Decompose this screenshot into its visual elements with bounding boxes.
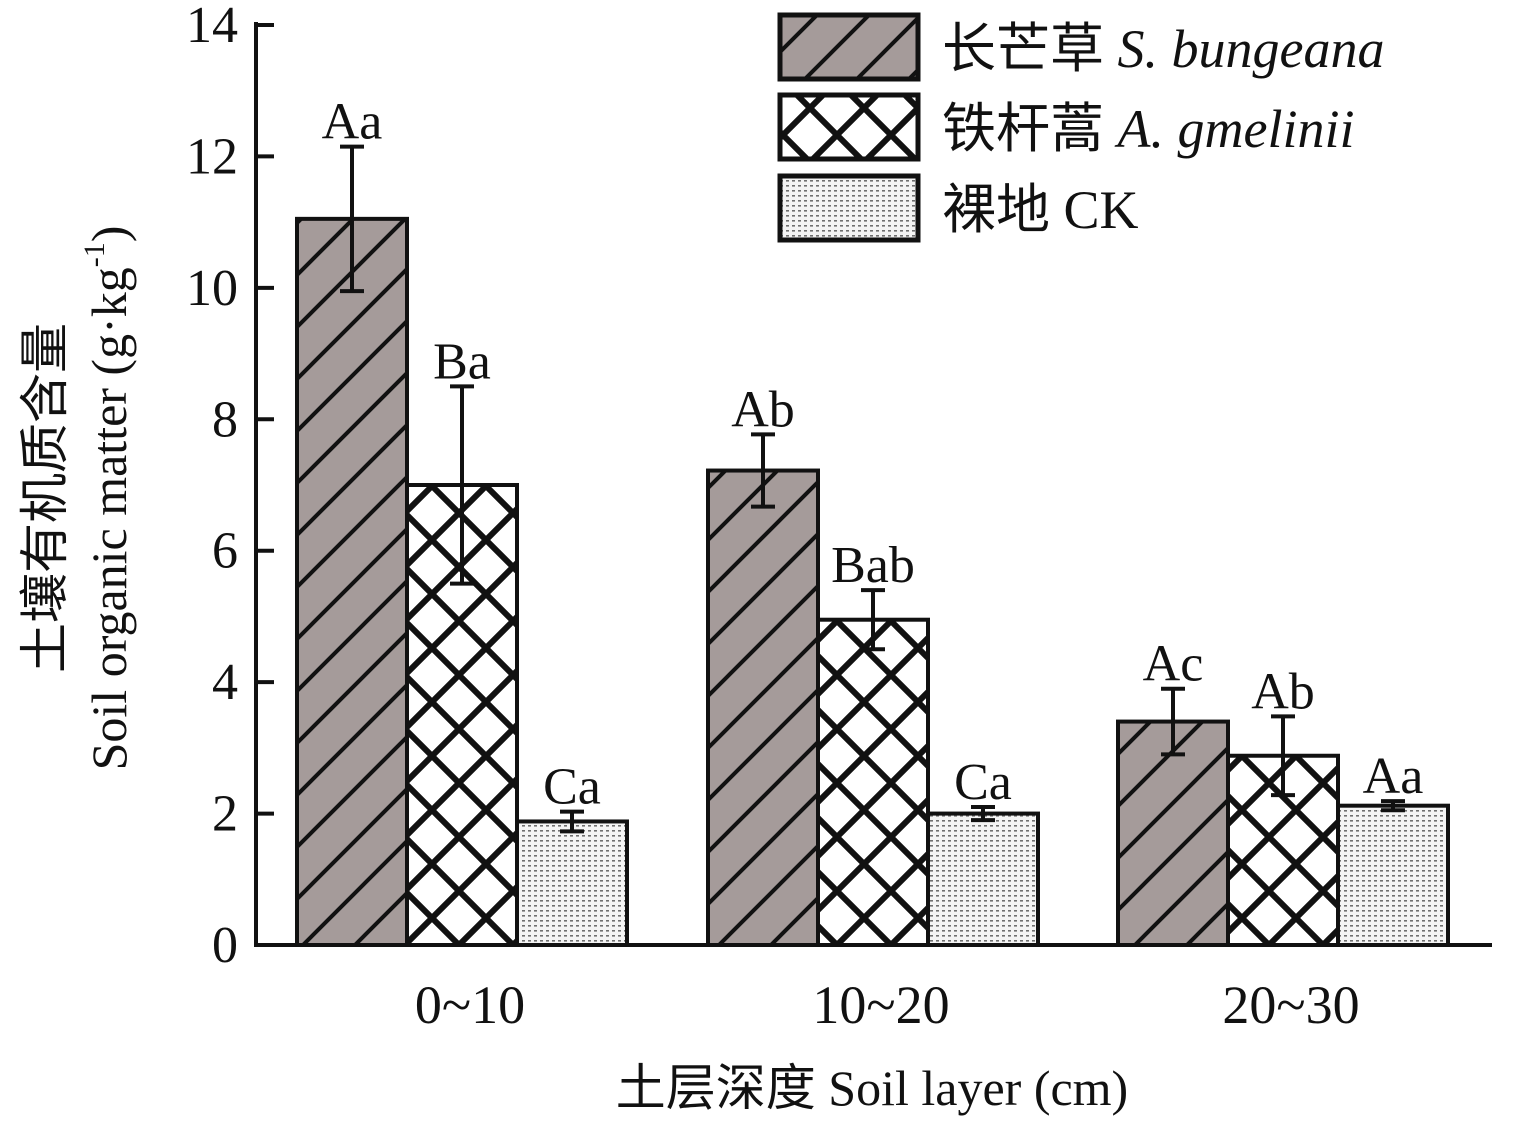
y-tick-label: 4: [212, 654, 238, 711]
bar: [1116, 719, 1230, 947]
y-axis-title-sup: -1: [78, 242, 111, 267]
y-axis-title-en-group: Soil organic matter (g·kg-1): [78, 226, 137, 771]
legend-label: 长芒草 S. bungeana: [942, 19, 1384, 79]
y-axis-title-en-main: Soil organic matter (g·kg: [81, 267, 137, 770]
significance-label: Aa: [322, 94, 383, 151]
legend-label: 裸地 CK: [942, 180, 1139, 240]
bars: Aa Ba Ca Ab Bab Ca Ac Ab Aa: [295, 94, 1450, 948]
significance-label: Bab: [831, 537, 915, 594]
x-tick-label: 0~10: [415, 975, 525, 1035]
significance-label: Aa: [1363, 748, 1424, 805]
legend-label: 铁杆蒿 A. gmelinii: [942, 99, 1354, 159]
y-tick-label: 2: [212, 786, 238, 843]
y-ticks: 0 2 4 6 8 10 12 14: [186, 0, 274, 974]
y-tick-label: 10: [186, 260, 238, 317]
legend-swatch: [777, 173, 921, 243]
x-tick-label: 20~30: [1222, 975, 1359, 1035]
y-tick-label: 6: [212, 523, 238, 580]
significance-label: Ab: [731, 381, 795, 438]
y-axis-title-cn: 土壤有机质含量: [17, 323, 73, 673]
significance-label: Ab: [1251, 663, 1315, 720]
significance-label: Ca: [954, 754, 1012, 811]
significance-label: Ac: [1143, 636, 1204, 693]
x-tick-label: 10~20: [812, 975, 949, 1035]
y-tick-label: 14: [186, 0, 238, 54]
legend-swatch: [777, 12, 921, 82]
x-tick-labels: 0~10 10~20 20~30: [415, 975, 1360, 1035]
x-axis-title: 土层深度 Soil layer (cm): [616, 1060, 1128, 1116]
y-axis-title-en: Soil organic matter (g·kg-1): [78, 226, 137, 771]
bar: [295, 216, 409, 948]
bar: [706, 468, 820, 947]
y-tick-label: 8: [212, 391, 238, 448]
legend-swatch: [777, 92, 921, 162]
bar: [816, 617, 930, 947]
bar: [1336, 803, 1450, 948]
y-axis-title-end: ): [81, 226, 137, 243]
bar: [515, 819, 629, 948]
y-axis-title: 土壤有机质含量: [17, 323, 73, 673]
significance-label: Ca: [543, 759, 601, 816]
y-tick-label: 0: [212, 917, 238, 974]
significance-label: Ba: [433, 333, 491, 390]
y-tick-label: 12: [186, 128, 238, 185]
bar: [926, 811, 1040, 947]
legend: 长芒草 S. bungeana 铁杆蒿 A. gmelinii 裸地 CK: [777, 12, 1384, 243]
